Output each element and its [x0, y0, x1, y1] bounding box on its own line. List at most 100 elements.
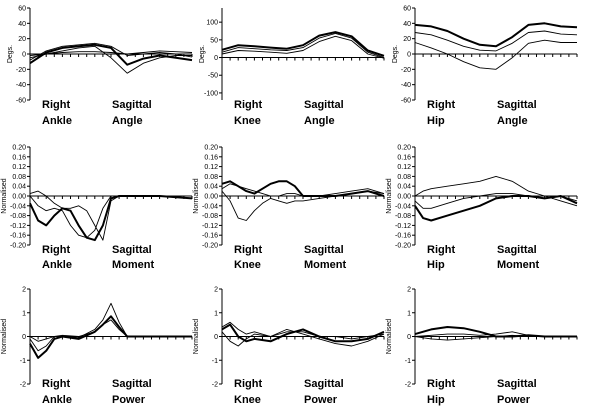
- chart-4-y-tick-label: 0.16: [12, 154, 26, 161]
- chart-1-y-tick-label: 60: [18, 6, 26, 13]
- chart-1-y-tick-label: -20: [16, 67, 26, 74]
- chart-6-y-label: Normalised: [386, 178, 393, 214]
- chart-3-y-tick-label: -40: [401, 82, 411, 89]
- chart-9-series-3: [414, 334, 577, 341]
- chart-2-series-1: [221, 31, 385, 57]
- chart-4-y-tick-label: 0.20: [12, 145, 26, 152]
- chart-1-y-tick-label: 40: [18, 21, 26, 28]
- chart-7-y-tick-label: 2: [22, 287, 26, 294]
- chart-4-y-tick-label: 0.00: [12, 194, 26, 201]
- chart-6-caption-joint: Hip: [427, 259, 445, 271]
- chart-3-caption-plane: Sagittal: [497, 99, 537, 111]
- chart-6-y-tick-label: -0.12: [395, 223, 411, 230]
- chart-6-series-2: [414, 175, 578, 207]
- chart-9-y-tick-label: 1: [407, 310, 411, 317]
- chart-4-caption-plane: Sagittal: [112, 244, 152, 256]
- chart-8-series-2: [221, 328, 385, 347]
- chart-5: 0.20 0.16 0.12 0.08 0.04 0.00 -0.04 -0.08 -0.12 -…: [193, 145, 385, 271]
- chart-3-y-tick-label: 40: [403, 21, 411, 28]
- chart-6-series-1: [414, 195, 578, 222]
- chart-6-y-tick-label: 0.12: [397, 164, 411, 171]
- chart-3-y-label: Degs.: [392, 45, 399, 63]
- chart-6-y-tick-label: 0.20: [397, 145, 411, 152]
- chart-5-y-tick-label: 0.00: [204, 194, 218, 201]
- chart-1-series-4: [29, 50, 193, 56]
- chart-1: 60 40 20 0 -20 -40 -60 Degs. Right Ankle Sagittal A…: [7, 6, 193, 127]
- chart-2-y-label: Degs.: [199, 45, 206, 63]
- chart-8-y-label: Normalised: [193, 319, 200, 355]
- chart-2-caption-plane: Sagittal: [304, 99, 344, 111]
- chart-8-y-tick-label: 0: [214, 334, 218, 341]
- chart-1-series-2: [29, 42, 193, 61]
- chart-6-y-tick-label: 0.16: [397, 154, 411, 161]
- chart-9-y-tick-label: -1: [405, 358, 411, 365]
- chart-5-y-tick-label: 0.04: [204, 184, 218, 191]
- chart-2-series-2: [221, 33, 385, 58]
- chart-7-y-tick-label: -1: [20, 358, 26, 365]
- chart-1-caption-side: Right: [42, 99, 70, 111]
- chart-2-y-tick-label: -100: [204, 90, 218, 97]
- chart-6: 0.20 0.16 0.12 0.08 0.04 0.00 -0.04 -0.08 -0.12 -…: [386, 145, 578, 271]
- chart-4-y-tick-label: -0.16: [10, 233, 26, 240]
- chart-7: 2 1 0 -1 -2 Normalised Right Ankle Sagittal Power: [1, 287, 193, 406]
- chart-4-caption-joint: Ankle: [42, 259, 72, 271]
- chart-9-caption-joint: Hip: [427, 394, 445, 406]
- chart-5-caption-side: Right: [234, 244, 262, 256]
- chart-5-y-tick-label: 0.16: [204, 154, 218, 161]
- chart-3-y-tick-label: -20: [401, 67, 411, 74]
- chart-3-y-tick-label: 0: [407, 52, 411, 59]
- chart-8-caption-measure: Power: [304, 394, 338, 406]
- chart-7-caption-plane: Sagittal: [112, 378, 152, 390]
- chart-2-caption-measure: Angle: [304, 115, 335, 127]
- chart-2: 100 50 0 -50 -100 Degs. Right Knee Sagittal Angle: [199, 8, 385, 127]
- chart-7-y-tick-label: 0: [22, 334, 26, 341]
- chart-4-y-tick-label: -0.04: [10, 203, 26, 210]
- chart-5-y-tick-label: -0.08: [202, 213, 218, 220]
- chart-3-y-tick-label: -60: [401, 98, 411, 105]
- chart-7-y-tick-label: -2: [20, 382, 26, 389]
- chart-8-caption-side: Right: [234, 378, 262, 390]
- chart-2-y-tick-label: 100: [206, 20, 218, 27]
- chart-1-y-tick-label: 20: [18, 36, 26, 43]
- chart-4-y-tick-label: -0.12: [10, 223, 26, 230]
- chart-5-y-tick-label: 0.20: [204, 145, 218, 152]
- chart-4-caption-side: Right: [42, 244, 70, 256]
- chart-5-caption-joint: Knee: [234, 259, 261, 271]
- chart-3-series-3: [414, 39, 577, 70]
- chart-1-caption-measure: Angle: [112, 115, 143, 127]
- chart-5-y-tick-label: -0.16: [202, 233, 218, 240]
- chart-5-series-2: [221, 183, 385, 197]
- chart-4-caption-measure: Moment: [112, 259, 155, 271]
- chart-9-y-tick-label: 2: [407, 287, 411, 294]
- chart-3-y-tick-label: 20: [403, 36, 411, 43]
- chart-1-y-tick-label: 0: [22, 52, 26, 59]
- chart-1-y-label: Degs.: [7, 45, 14, 63]
- chart-2-caption-side: Right: [234, 99, 262, 111]
- chart-4-y-tick-label: 0.08: [12, 174, 26, 181]
- chart-6-caption-plane: Sagittal: [497, 244, 537, 256]
- chart-5-y-tick-label: 0.12: [204, 164, 218, 171]
- chart-6-y-tick-label: 0.00: [397, 194, 411, 201]
- chart-8-series-1: [221, 323, 385, 343]
- chart-9: 2 1 0 -1 -2 Normalised Right Hip Sagittal Power: [386, 287, 578, 406]
- chart-4-y-label: Normalised: [1, 178, 8, 214]
- chart-4-y-tick-label: -0.08: [10, 213, 26, 220]
- chart-1-y-tick-label: -40: [16, 82, 26, 89]
- chart-1-caption-joint: Ankle: [42, 115, 72, 127]
- chart-9-y-tick-label: -2: [405, 382, 411, 389]
- chart-5-y-tick-label: -0.20: [202, 243, 218, 250]
- chart-6-caption-measure: Moment: [497, 259, 540, 271]
- chart-5-caption-measure: Moment: [304, 259, 347, 271]
- chart-9-caption-side: Right: [427, 378, 455, 390]
- chart-3-y-tick-label: 60: [403, 6, 411, 13]
- chart-5-y-tick-label: -0.04: [202, 203, 218, 210]
- chart-8-series-3: [221, 321, 385, 340]
- chart-3-caption-side: Right: [427, 99, 455, 111]
- chart-4-y-tick-label: 0.12: [12, 164, 26, 171]
- chart-6-caption-side: Right: [427, 244, 455, 256]
- chart-4-y-tick-label: -0.20: [10, 243, 26, 250]
- chart-3-caption-measure: Angle: [497, 115, 528, 127]
- chart-3-series-2: [414, 30, 578, 52]
- chart-2-series-3: [221, 35, 385, 59]
